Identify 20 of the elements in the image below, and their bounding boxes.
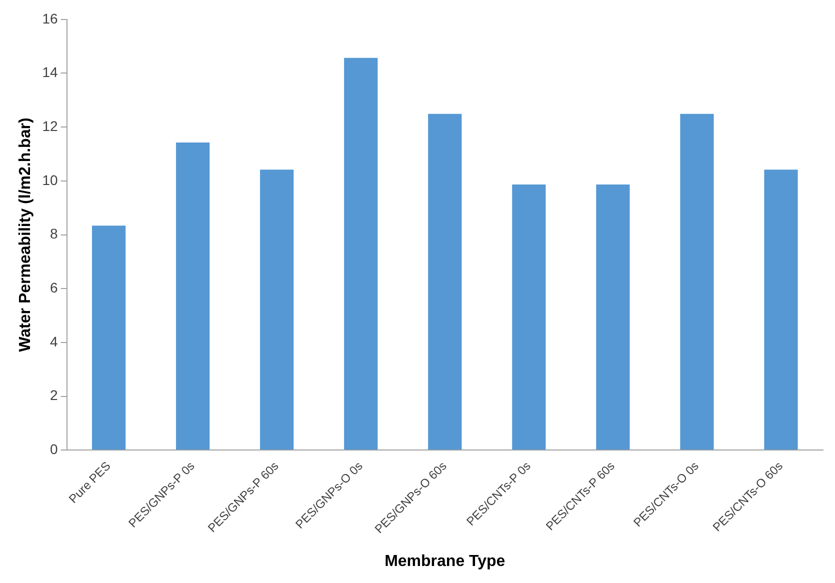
y-tick-label: 10 xyxy=(42,172,58,188)
bar xyxy=(260,170,294,450)
y-axis-title: Water Permeability (l/m2.h.bar) xyxy=(17,118,34,352)
bar xyxy=(176,142,210,450)
bar xyxy=(764,170,798,450)
y-tick-label: 2 xyxy=(50,387,58,404)
bar xyxy=(512,184,546,450)
y-tick-label: 8 xyxy=(50,226,58,242)
y-tick-label: 12 xyxy=(42,118,58,134)
y-tick-label: 6 xyxy=(50,280,58,296)
x-axis-title: Membrane Type xyxy=(384,552,506,570)
bar xyxy=(596,184,630,450)
bar xyxy=(428,114,462,450)
y-tick-label: 14 xyxy=(42,64,58,80)
bar xyxy=(92,226,126,450)
y-tick-label: 0 xyxy=(50,441,58,458)
bar xyxy=(680,114,714,450)
y-tick-label: 16 xyxy=(42,10,58,26)
bar xyxy=(344,58,378,450)
y-tick-label: 4 xyxy=(50,333,58,350)
